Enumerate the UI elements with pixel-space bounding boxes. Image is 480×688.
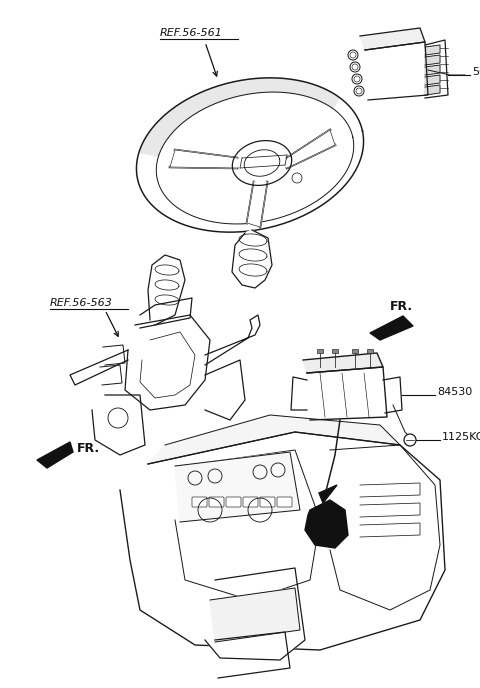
Polygon shape [291, 377, 307, 410]
Text: FR.: FR. [77, 442, 100, 455]
Bar [367, 349, 373, 353]
Polygon shape [425, 55, 440, 65]
Bar [352, 349, 358, 353]
Polygon shape [148, 415, 400, 464]
Polygon shape [210, 588, 300, 642]
FancyBboxPatch shape [277, 497, 292, 507]
Polygon shape [139, 78, 340, 156]
Polygon shape [303, 353, 383, 373]
Polygon shape [425, 75, 440, 85]
Polygon shape [100, 365, 122, 385]
FancyBboxPatch shape [192, 497, 207, 507]
Polygon shape [232, 230, 272, 288]
Text: 84530: 84530 [437, 387, 472, 397]
Polygon shape [287, 130, 335, 168]
Polygon shape [170, 150, 237, 168]
Text: REF.56-563: REF.56-563 [50, 298, 113, 308]
Polygon shape [70, 350, 128, 385]
Polygon shape [425, 65, 440, 75]
Polygon shape [205, 360, 245, 420]
Polygon shape [140, 298, 192, 328]
Polygon shape [92, 395, 145, 455]
Polygon shape [425, 45, 440, 55]
Polygon shape [425, 85, 440, 95]
Bar [332, 349, 338, 353]
Polygon shape [175, 452, 300, 522]
Text: 1125KC: 1125KC [442, 432, 480, 442]
Polygon shape [215, 632, 290, 678]
Polygon shape [383, 377, 402, 413]
Polygon shape [37, 442, 73, 468]
Polygon shape [319, 485, 337, 503]
Polygon shape [360, 28, 425, 50]
FancyBboxPatch shape [226, 497, 241, 507]
FancyBboxPatch shape [243, 497, 258, 507]
Polygon shape [365, 42, 428, 100]
Polygon shape [370, 316, 413, 340]
FancyBboxPatch shape [260, 497, 275, 507]
Polygon shape [205, 315, 260, 365]
Polygon shape [103, 345, 125, 365]
Polygon shape [232, 140, 292, 185]
Polygon shape [305, 500, 348, 548]
Polygon shape [247, 182, 267, 227]
Text: 56900: 56900 [472, 67, 480, 77]
Polygon shape [125, 315, 210, 410]
Polygon shape [120, 432, 445, 650]
Bar [317, 349, 323, 353]
Polygon shape [205, 568, 305, 660]
Polygon shape [307, 367, 387, 420]
FancyBboxPatch shape [209, 497, 224, 507]
Text: REF.56-561: REF.56-561 [160, 28, 223, 38]
Polygon shape [148, 255, 185, 325]
Circle shape [404, 434, 416, 446]
Text: FR.: FR. [390, 299, 413, 312]
